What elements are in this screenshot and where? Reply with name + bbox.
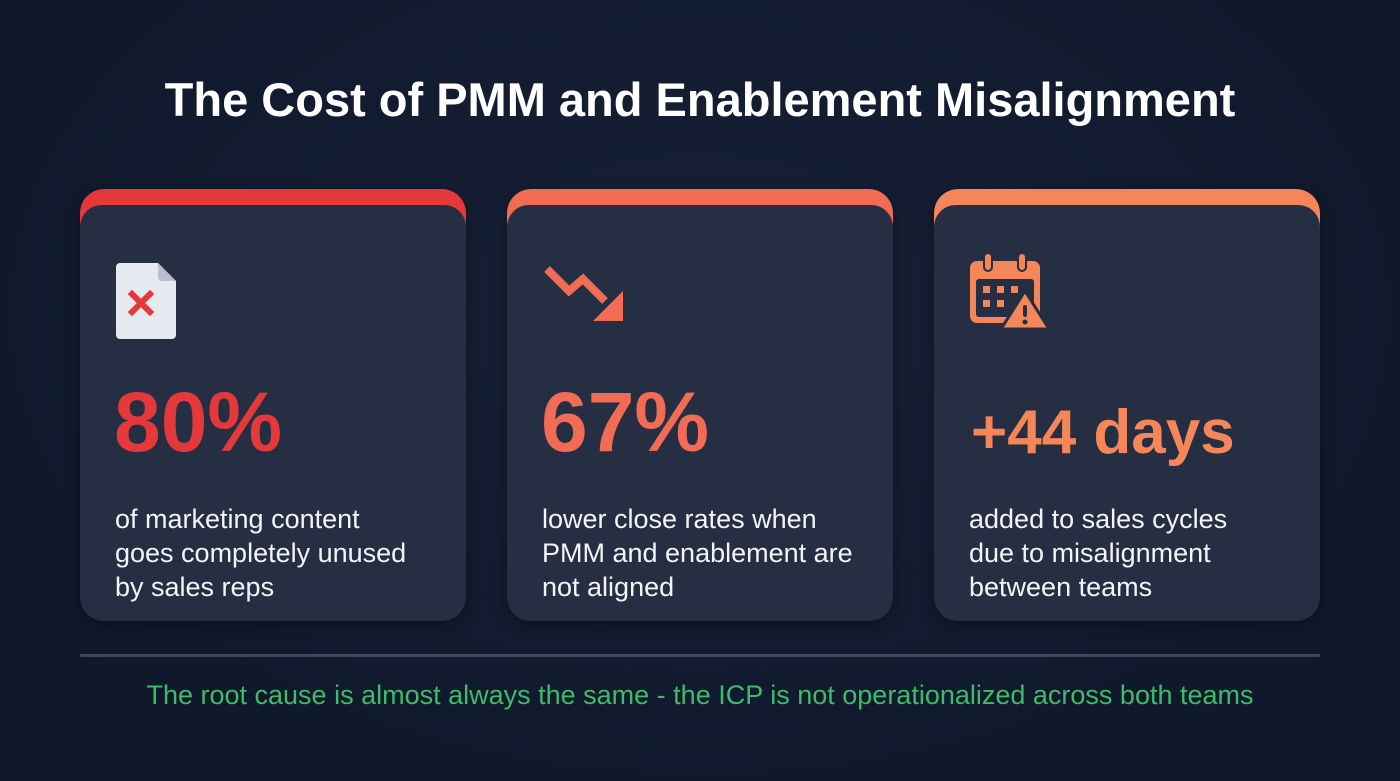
card-body: +44 days added to sales cycles due to mi… — [934, 205, 1320, 621]
card-body: 80% of marketing content goes completely… — [80, 205, 466, 621]
trend-down-icon — [543, 265, 627, 326]
page-title: The Cost of PMM and Enablement Misalignm… — [164, 73, 1236, 126]
stat-description: of marketing content goes completely unu… — [115, 504, 407, 602]
document-x-icon — [114, 261, 178, 346]
stat-value: 80% — [114, 375, 283, 469]
stat-value: 67% — [541, 375, 710, 469]
stat-card-sales-cycle: +44 days added to sales cycles due to mi… — [934, 189, 1320, 621]
stat-description: lower close rates when PMM and enablemen… — [542, 504, 853, 602]
section-divider — [80, 654, 1320, 657]
footer-insight: The root cause is almost always the same… — [146, 680, 1254, 710]
stat-value: +44 days — [971, 398, 1235, 467]
stat-card-unused-content: 80% of marketing content goes completely… — [80, 189, 466, 621]
stat-description: added to sales cycles due to misalignmen… — [969, 504, 1228, 602]
calendar-warning-icon — [968, 251, 1051, 336]
stat-card-close-rates: 67% lower close rates when PMM and enabl… — [507, 189, 893, 621]
card-body: 67% lower close rates when PMM and enabl… — [507, 205, 893, 621]
